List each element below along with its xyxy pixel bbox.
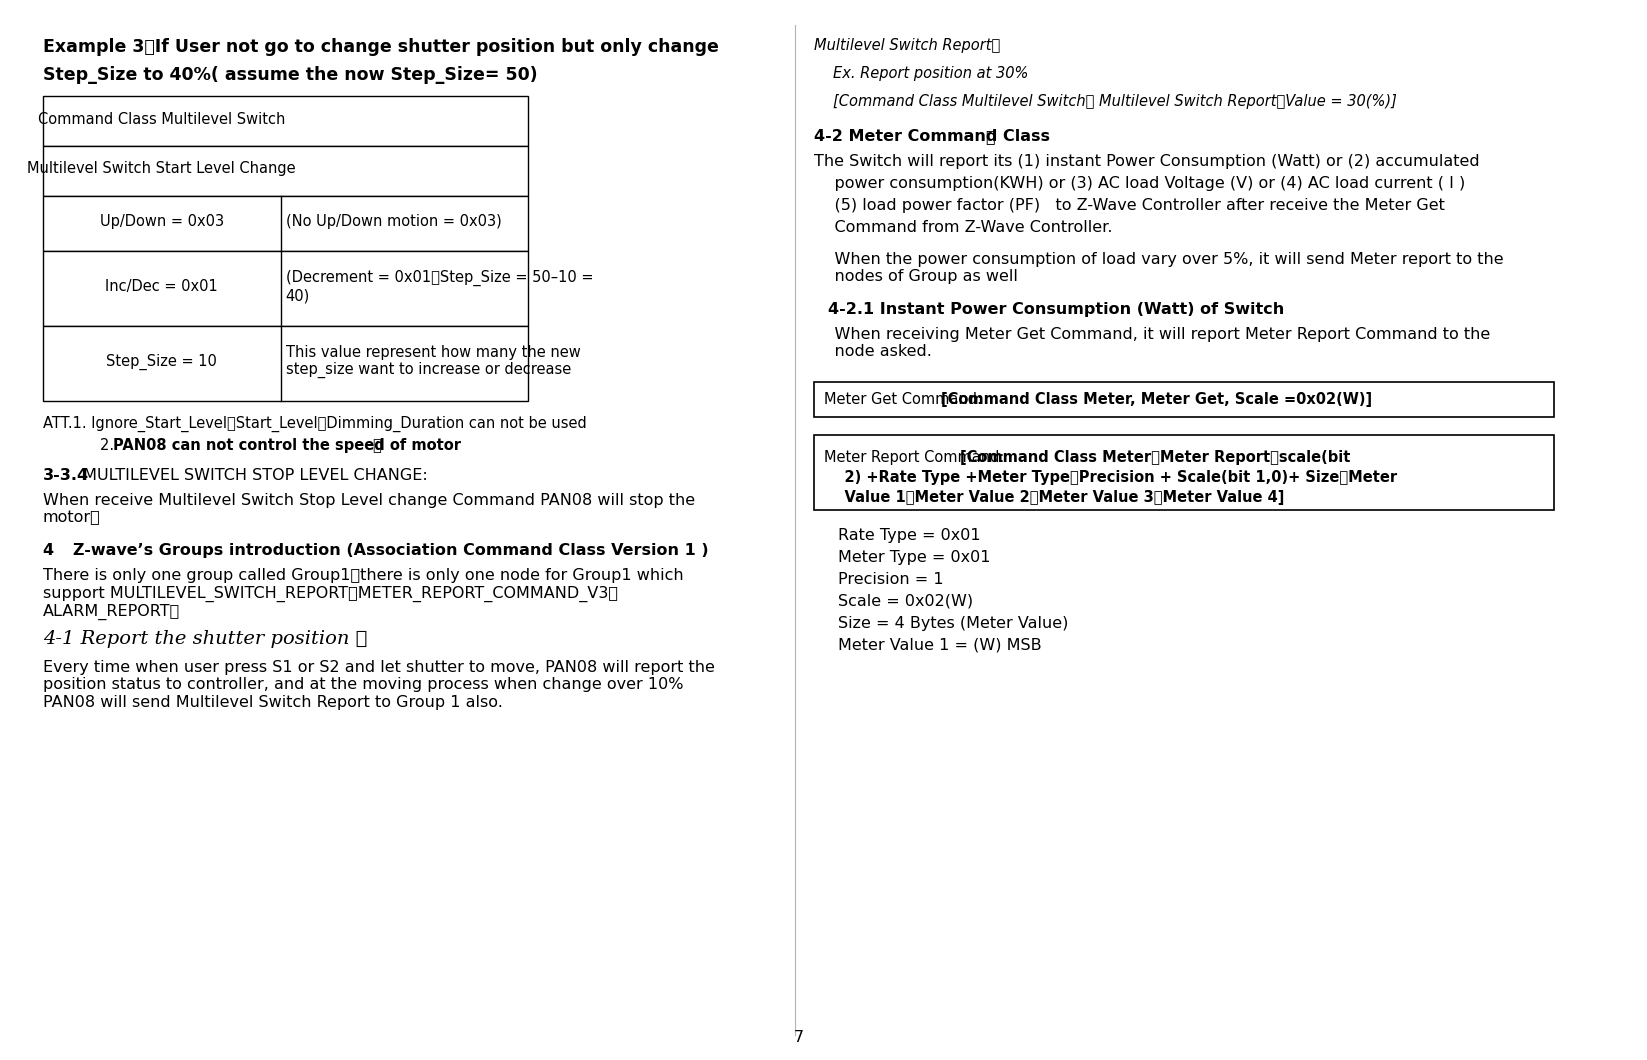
Text: Meter Get Command:: Meter Get Command: [824, 392, 987, 407]
Text: 2.: 2. [100, 438, 119, 453]
Text: 2) +Rate Type +Meter Type，Precision + Scale(bit 1,0)+ Size，Meter: 2) +Rate Type +Meter Type，Precision + Sc… [824, 470, 1397, 485]
Text: power consumption(KWH) or (3) AC load Voltage (V) or (4) AC load current ( I ): power consumption(KWH) or (3) AC load Vo… [814, 176, 1466, 191]
Text: 7: 7 [794, 1030, 804, 1045]
Text: [Command Class Multilevel Switch， Multilevel Switch Report，Value = 30(%)]: [Command Class Multilevel Switch， Multil… [833, 94, 1397, 109]
Text: When the power consumption of load vary over 5%, it will send Meter report to th: When the power consumption of load vary … [814, 252, 1504, 284]
Text: Meter Report Command:: Meter Report Command: [824, 450, 1008, 465]
Text: 4: 4 [43, 543, 54, 558]
Text: 3-3.4: 3-3.4 [43, 469, 89, 483]
Text: When receiving Meter Get Command, it will report Meter Report Command to the
   : When receiving Meter Get Command, it wil… [814, 326, 1491, 359]
Text: [Command Class Meter，Meter Report，scale(bit: [Command Class Meter，Meter Report，scale(… [960, 450, 1351, 465]
Bar [43, 196, 529, 251]
Text: 。: 。 [372, 438, 380, 453]
Text: Multilevel Switch Start Level Change: Multilevel Switch Start Level Change [28, 161, 296, 177]
Text: Z-wave’s Groups introduction (Association Command Class Version 1 ): Z-wave’s Groups introduction (Associatio… [56, 543, 708, 558]
Text: Ex. Report position at 30%: Ex. Report position at 30% [833, 66, 1029, 81]
Text: Rate Type = 0x01: Rate Type = 0x01 [838, 528, 980, 543]
Text: Scale = 0x02(W): Scale = 0x02(W) [838, 594, 973, 609]
Text: [Command Class Meter, Meter Get, Scale =0x02(W)]: [Command Class Meter, Meter Get, Scale =… [942, 392, 1372, 407]
Text: Command Class Multilevel Switch: Command Class Multilevel Switch [38, 111, 285, 126]
Text: Every time when user press S1 or S2 and let shutter to move, PAN08 will report t: Every time when user press S1 or S2 and … [43, 660, 715, 710]
Bar [814, 382, 1555, 417]
Text: ATT.1. Ignore_Start_Level、Start_Level、Dimming_Duration can not be used: ATT.1. Ignore_Start_Level、Start_Level、Di… [43, 416, 586, 432]
Bar [43, 326, 529, 401]
Text: MULTILEVEL SWITCH STOP LEVEL CHANGE:: MULTILEVEL SWITCH STOP LEVEL CHANGE: [79, 469, 428, 483]
Text: Precision = 1: Precision = 1 [838, 572, 944, 587]
Text: PAN08 can not control the speed of motor: PAN08 can not control the speed of motor [114, 438, 461, 453]
Text: Value 1，Meter Value 2，Meter Value 3，Meter Value 4]: Value 1，Meter Value 2，Meter Value 3，Mete… [824, 490, 1285, 505]
Text: ：: ： [985, 129, 995, 144]
Text: Example 3：If User not go to change shutter position but only change: Example 3：If User not go to change shutt… [43, 38, 718, 56]
Text: Meter Value 1 = (W) MSB: Meter Value 1 = (W) MSB [838, 638, 1041, 653]
Text: Command from Z-Wave Controller.: Command from Z-Wave Controller. [814, 220, 1113, 235]
Text: (No Up/Down motion = 0x03): (No Up/Down motion = 0x03) [285, 214, 501, 229]
Bar [43, 146, 529, 196]
Text: (5) load power factor (PF)   to Z-Wave Controller after receive the Meter Get: (5) load power factor (PF) to Z-Wave Con… [814, 198, 1444, 213]
Text: Up/Down = 0x03: Up/Down = 0x03 [100, 214, 224, 229]
Text: Size = 4 Bytes (Meter Value): Size = 4 Bytes (Meter Value) [838, 616, 1069, 631]
Text: There is only one group called Group1，there is only one node for Group1 which
su: There is only one group called Group1，th… [43, 568, 684, 620]
Bar [43, 96, 529, 146]
Text: The Switch will report its (1) instant Power Consumption (Watt) or (2) accumulat: The Switch will report its (1) instant P… [814, 154, 1481, 169]
Text: This value represent how many the new
step_size want to increase or decrease: This value represent how many the new st… [285, 344, 580, 378]
Text: Meter Type = 0x01: Meter Type = 0x01 [838, 550, 990, 565]
Text: (Decrement = 0x01：Step_Size = 50–10 =
40): (Decrement = 0x01：Step_Size = 50–10 = 40… [285, 269, 593, 303]
Bar [814, 435, 1555, 510]
Text: Step_Size = 10: Step_Size = 10 [107, 353, 217, 370]
Bar [43, 251, 529, 326]
Text: 4-1 Report the shutter position ：: 4-1 Report the shutter position ： [43, 630, 367, 648]
Text: Step_Size to 40%( assume the now Step_Size= 50): Step_Size to 40%( assume the now Step_Si… [43, 66, 537, 84]
Text: Multilevel Switch Report：: Multilevel Switch Report： [814, 38, 1000, 53]
Text: 4-2.1 Instant Power Consumption (Watt) of Switch: 4-2.1 Instant Power Consumption (Watt) o… [828, 302, 1285, 317]
Text: Inc/Dec = 0x01: Inc/Dec = 0x01 [105, 279, 217, 294]
Text: 4-2 Meter Command Class: 4-2 Meter Command Class [814, 129, 1051, 144]
Text: When receive Multilevel Switch Stop Level change Command PAN08 will stop the
mot: When receive Multilevel Switch Stop Leve… [43, 493, 695, 526]
